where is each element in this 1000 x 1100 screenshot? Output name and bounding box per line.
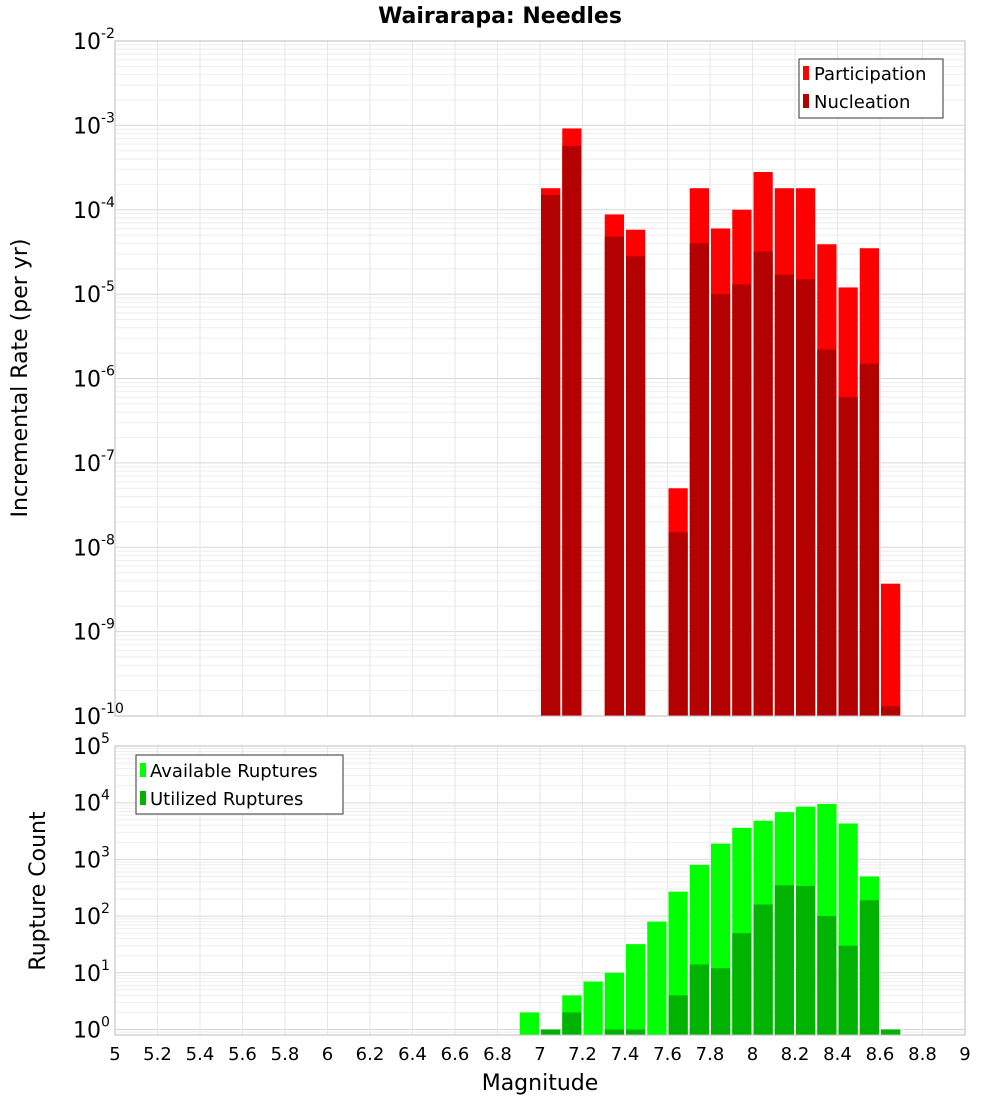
legend-swatch-nucleation (803, 94, 809, 108)
top-legend: Participation Nucleation (798, 58, 944, 119)
bottom-y-tick-label: 100 (73, 1015, 110, 1044)
x-tick-label: 6.2 (356, 1044, 385, 1065)
bottom-plot-border (114, 745, 966, 1036)
top-bar-nucleation (604, 236, 624, 716)
x-axis-title: Magnitude (482, 1071, 599, 1096)
top-bar-nucleation (562, 145, 582, 717)
x-tick-label: 6.8 (483, 1044, 512, 1065)
top-bar-nucleation (774, 274, 794, 716)
bottom-legend-box (135, 754, 344, 815)
top-y-tick-label: 10-5 (73, 279, 115, 308)
bottom-y-tick-label: 103 (73, 844, 110, 873)
bottom-bar-utilized (668, 995, 688, 1035)
top-bar-nucleation (668, 532, 688, 716)
bottom-bar-utilized (859, 900, 879, 1035)
bottom-legend: Available Ruptures Utilized Ruptures (135, 754, 344, 815)
top-grid (114, 40, 966, 717)
top-bar-nucleation (732, 284, 752, 716)
x-tick-label: 7.6 (653, 1044, 682, 1065)
bottom-bar-available (647, 921, 667, 1035)
bottom-bar-available (583, 981, 603, 1035)
bottom-bar-utilized (774, 885, 794, 1035)
top-bar-nucleation (881, 706, 901, 716)
x-tick-label: 9 (959, 1044, 970, 1065)
bottom-bar-available (604, 972, 624, 1035)
bottom-y-tick-label: 104 (73, 788, 110, 817)
top-legend-box (798, 58, 944, 119)
bottom-y-tick-label: 101 (73, 958, 110, 987)
x-tick-label: 5 (109, 1044, 120, 1065)
x-tick-label: 5.6 (228, 1044, 257, 1065)
top-bar-nucleation (817, 349, 837, 716)
x-tick-label: 8.6 (866, 1044, 895, 1065)
bottom-bar-utilized (562, 1012, 582, 1035)
legend-swatch-utilized (140, 791, 146, 805)
x-tick-label: 7.2 (568, 1044, 597, 1065)
x-tick-label: 7 (534, 1044, 545, 1065)
top-panel: 10-10 10-9 10-8 10-7 10-6 10-5 10-4 10-3 10-2 In… (8, 26, 966, 730)
x-tick-label: 7.4 (611, 1044, 640, 1065)
legend-swatch-participation (803, 66, 809, 80)
top-bar-nucleation (838, 397, 858, 716)
bottom-bar-utilized (541, 1029, 561, 1035)
bottom-bar-utilized (881, 1029, 901, 1035)
x-tick-label: 5.2 (143, 1044, 172, 1065)
top-y-axis-title: Incremental Rate (per yr) (8, 239, 33, 518)
top-bars (541, 128, 901, 717)
bottom-bar-utilized (626, 1029, 646, 1035)
x-tick-label: 6.4 (398, 1044, 427, 1065)
top-bar-nucleation (541, 194, 561, 716)
top-y-tick-label: 10-10 (73, 701, 124, 730)
top-bar-participation (881, 583, 901, 716)
x-tick-label: 6 (322, 1044, 333, 1065)
bottom-bars (519, 803, 901, 1035)
top-y-tick-label: 10-9 (73, 617, 115, 646)
x-tick-label: 7.8 (696, 1044, 725, 1065)
legend-label-participation: Participation (814, 64, 926, 85)
top-bar-nucleation (689, 243, 709, 717)
bottom-panel: 100 101 102 103 104 105 5 5.2 5.4 5.6 5.8 6 6.2 6.4 6… (26, 731, 971, 1096)
top-bar-nucleation (796, 279, 816, 716)
x-tick-label: 5.4 (186, 1044, 215, 1065)
bottom-y-ticks: 100 101 102 103 104 105 (73, 731, 110, 1044)
top-y-ticks: 10-10 10-9 10-8 10-7 10-6 10-5 10-4 10-3 10-2 (73, 26, 124, 730)
bottom-y-axis-title: Rupture Count (26, 811, 51, 971)
bottom-y-tick-label: 102 (73, 901, 110, 930)
bottom-bar-available (519, 1012, 539, 1035)
top-bar-nucleation (626, 256, 646, 716)
top-plot-border (114, 40, 966, 717)
bottom-bar-utilized (838, 945, 858, 1035)
top-y-tick-label: 10-2 (73, 26, 115, 55)
top-y-tick-label: 10-4 (73, 195, 115, 224)
bottom-bar-utilized (689, 964, 709, 1035)
bottom-bar-utilized (753, 904, 773, 1035)
top-bar-nucleation (753, 251, 773, 716)
x-tick-label: 8.4 (823, 1044, 852, 1065)
top-y-tick-label: 10-8 (73, 532, 115, 561)
legend-label-nucleation: Nucleation (814, 92, 910, 113)
x-tick-label: 5.8 (271, 1044, 300, 1065)
bottom-bar-utilized (604, 1029, 624, 1035)
x-tick-label: 8.2 (781, 1044, 810, 1065)
top-bar-nucleation (711, 294, 731, 716)
legend-swatch-available (140, 763, 146, 777)
legend-label-available: Available Ruptures (150, 761, 318, 782)
top-bar-nucleation (859, 363, 879, 716)
bottom-bar-utilized (817, 916, 837, 1035)
legend-label-utilized: Utilized Ruptures (150, 789, 303, 810)
top-y-tick-label: 10-6 (73, 364, 115, 393)
top-y-tick-label: 10-7 (73, 448, 115, 477)
bottom-bar-utilized (732, 933, 752, 1035)
x-tick-label: 6.6 (441, 1044, 470, 1065)
x-tick-label: 8 (747, 1044, 758, 1065)
bottom-y-tick-label: 105 (73, 731, 110, 760)
top-y-tick-label: 10-3 (73, 110, 115, 139)
chart-title: Wairarapa: Needles (378, 4, 622, 29)
bottom-bar-available (626, 944, 646, 1035)
bottom-bar-utilized (711, 968, 731, 1035)
x-tick-label: 8.8 (908, 1044, 937, 1065)
bottom-bar-utilized (796, 885, 816, 1035)
x-ticks: 5 5.2 5.4 5.6 5.8 6 6.2 6.4 6.6 6.8 7 7.2 7.4 7.6 7.8 8… (109, 1044, 970, 1065)
